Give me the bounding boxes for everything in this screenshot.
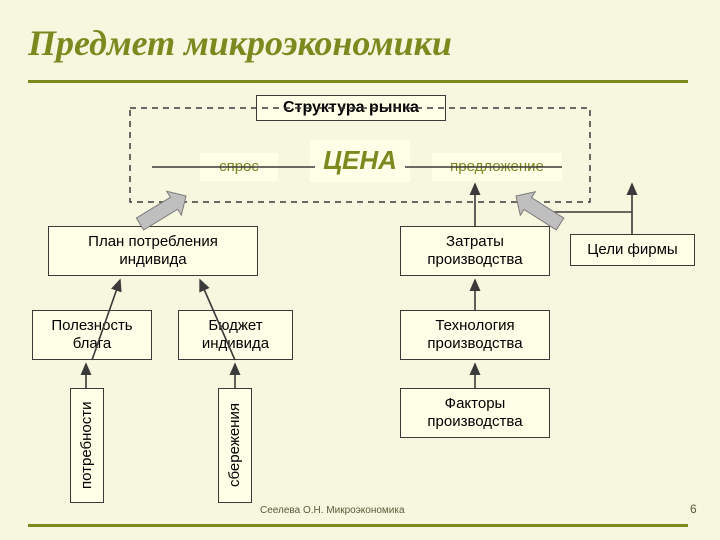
slide-root: Предмет микроэкономики Сеелева О.Н. Микр… bbox=[0, 0, 720, 540]
node-needs: потребности bbox=[70, 388, 104, 503]
title-underline bbox=[28, 80, 688, 83]
page-number: 6 bbox=[690, 502, 697, 516]
node-structure: Структура рынка bbox=[256, 95, 446, 121]
node-demand: спрос bbox=[200, 153, 278, 181]
node-price: ЦЕНА bbox=[310, 140, 410, 182]
node-supply: предложение bbox=[432, 153, 562, 181]
node-tech: Технологияпроизводства bbox=[400, 310, 550, 360]
footer-text: Сеелева О.Н. Микроэкономика bbox=[260, 505, 405, 516]
node-utility: Полезностьблага bbox=[32, 310, 152, 360]
slide-title: Предмет микроэкономики bbox=[28, 22, 452, 64]
node-goals: Цели фирмы bbox=[570, 234, 695, 266]
node-savings: сбережения bbox=[218, 388, 252, 503]
node-costs: Затратыпроизводства bbox=[400, 226, 550, 276]
node-factors: Факторыпроизводства bbox=[400, 388, 550, 438]
node-plan: План потребленияиндивида bbox=[48, 226, 258, 276]
node-budget: Бюджетиндивида bbox=[178, 310, 293, 360]
footer-rule bbox=[28, 524, 688, 527]
